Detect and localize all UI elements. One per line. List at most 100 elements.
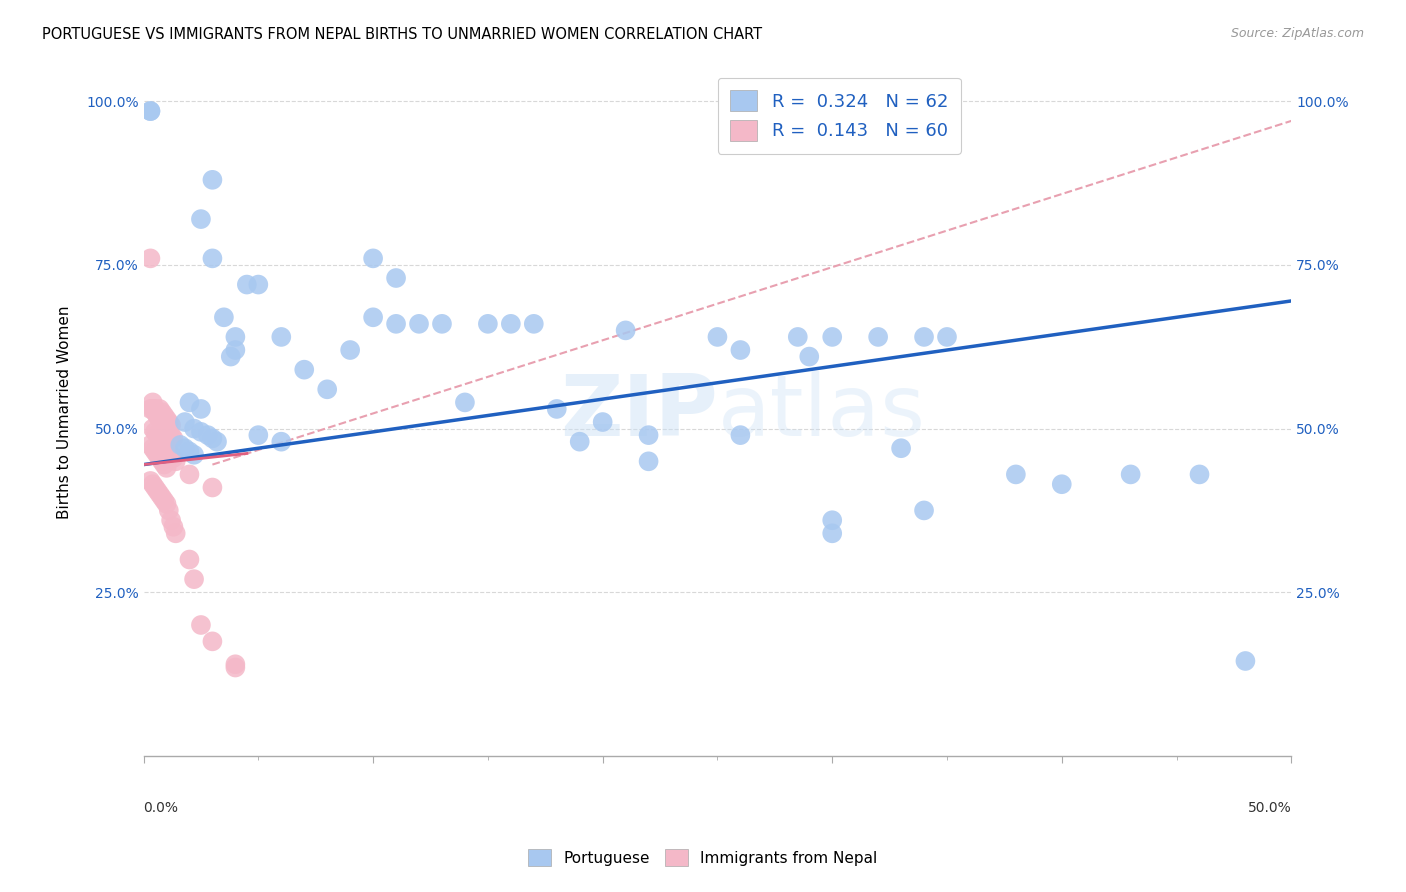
Point — [292, 362, 315, 376]
Point — [165, 454, 187, 468]
Point — [139, 401, 162, 416]
Point — [454, 395, 477, 409]
Point — [197, 428, 219, 442]
Point — [150, 434, 173, 449]
Point — [162, 451, 184, 466]
Point — [142, 395, 165, 409]
Point — [153, 418, 176, 433]
Point — [236, 277, 259, 292]
Point — [149, 401, 172, 416]
Point — [149, 451, 172, 466]
Point — [139, 252, 162, 266]
Point — [408, 317, 430, 331]
Y-axis label: Births to Unmarried Women: Births to Unmarried Women — [58, 305, 72, 519]
Point — [361, 252, 384, 266]
Legend: Portuguese, Immigrants from Nepal: Portuguese, Immigrants from Nepal — [519, 839, 887, 875]
Point — [637, 428, 659, 442]
Point — [821, 513, 844, 527]
Point — [201, 252, 224, 266]
Point — [730, 428, 752, 442]
Point — [146, 483, 169, 498]
Point — [385, 317, 408, 331]
Point — [523, 317, 546, 331]
Text: PORTUGUESE VS IMMIGRANTS FROM NEPAL BIRTHS TO UNMARRIED WOMEN CORRELATION CHART: PORTUGUESE VS IMMIGRANTS FROM NEPAL BIRT… — [42, 27, 762, 42]
Point — [201, 481, 224, 495]
Point — [201, 173, 224, 187]
Point — [183, 572, 205, 586]
Point — [160, 428, 183, 442]
Point — [183, 421, 205, 435]
Point — [142, 401, 165, 416]
Point — [912, 330, 935, 344]
Point — [477, 317, 499, 331]
Point — [936, 330, 959, 344]
Point — [155, 411, 177, 425]
Point — [179, 467, 201, 482]
Point — [786, 330, 808, 344]
Point — [139, 438, 162, 452]
Point — [173, 441, 195, 455]
Point — [146, 428, 169, 442]
Point — [146, 448, 169, 462]
Point — [614, 323, 637, 337]
Point — [1005, 467, 1028, 482]
Point — [190, 212, 212, 227]
Point — [190, 401, 212, 416]
Point — [361, 310, 384, 325]
Point — [179, 395, 201, 409]
Point — [637, 454, 659, 468]
Point — [224, 657, 246, 672]
Point — [179, 444, 201, 458]
Point — [143, 444, 166, 458]
Point — [201, 431, 224, 445]
Point — [150, 491, 173, 505]
Point — [430, 317, 453, 331]
Point — [1234, 654, 1257, 668]
Point — [150, 405, 173, 419]
Point — [162, 431, 184, 445]
Point — [143, 481, 166, 495]
Point — [339, 343, 361, 357]
Point — [821, 526, 844, 541]
Point — [153, 458, 176, 472]
Point — [143, 425, 166, 439]
Point — [143, 401, 166, 416]
Point — [183, 448, 205, 462]
Point — [153, 438, 176, 452]
Point — [150, 454, 173, 468]
Point — [162, 520, 184, 534]
Point — [139, 474, 162, 488]
Point — [146, 409, 169, 423]
Point — [139, 104, 162, 119]
Point — [1119, 467, 1142, 482]
Point — [160, 513, 183, 527]
Point — [385, 271, 408, 285]
Point — [190, 618, 212, 632]
Point — [155, 497, 177, 511]
Point — [730, 343, 752, 357]
Point — [270, 434, 292, 449]
Point — [592, 415, 614, 429]
Point — [868, 330, 890, 344]
Point — [146, 409, 169, 423]
Point — [212, 310, 235, 325]
Point — [190, 425, 212, 439]
Point — [155, 461, 177, 475]
Point — [153, 409, 176, 423]
Point — [142, 477, 165, 491]
Point — [160, 448, 183, 462]
Text: 0.0%: 0.0% — [143, 801, 179, 814]
Point — [169, 438, 191, 452]
Point — [205, 434, 228, 449]
Point — [165, 526, 187, 541]
Point — [173, 415, 195, 429]
Text: Source: ZipAtlas.com: Source: ZipAtlas.com — [1230, 27, 1364, 40]
Point — [149, 487, 172, 501]
Point — [499, 317, 522, 331]
Point — [219, 350, 242, 364]
Point — [247, 428, 270, 442]
Point — [247, 277, 270, 292]
Point — [316, 382, 339, 396]
Legend: R =  0.324   N = 62, R =  0.143   N = 60: R = 0.324 N = 62, R = 0.143 N = 60 — [717, 78, 960, 153]
Point — [706, 330, 728, 344]
